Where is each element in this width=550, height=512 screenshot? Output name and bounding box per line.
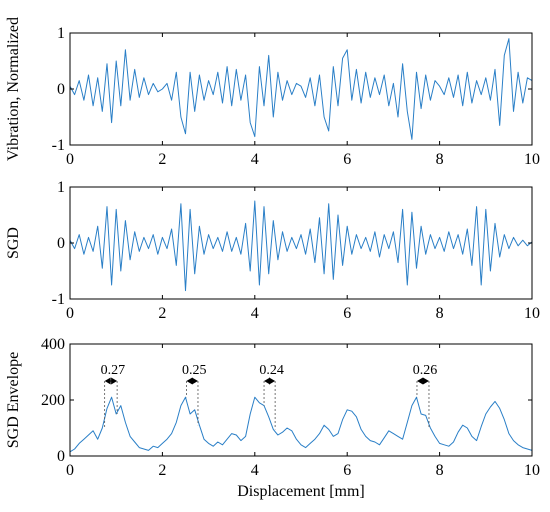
axes-frame bbox=[69, 32, 533, 146]
y-axis-label: SGD bbox=[5, 227, 22, 259]
annotation-arrowhead bbox=[422, 377, 429, 385]
y-tick-label: 0 bbox=[57, 81, 65, 98]
x-tick-label: 2 bbox=[158, 151, 166, 168]
x-tick-label: 0 bbox=[66, 151, 74, 168]
x-tick-label: 2 bbox=[158, 305, 166, 322]
annotation-arrowhead bbox=[264, 377, 271, 385]
x-axis-label: Displacement [mm] bbox=[237, 483, 365, 500]
annotation-arrowhead bbox=[104, 377, 111, 385]
y-tick-label: 200 bbox=[41, 392, 65, 409]
x-tick-label: 4 bbox=[251, 305, 259, 322]
axes-frame bbox=[69, 343, 533, 457]
x-tick-label: 10 bbox=[524, 151, 540, 168]
annotation-arrowhead bbox=[111, 377, 118, 385]
y-axis-label: SGD Envelope bbox=[5, 352, 22, 448]
y-tick-label: -1 bbox=[52, 291, 65, 308]
x-tick-label: 6 bbox=[343, 151, 351, 168]
series-line bbox=[69, 38, 533, 140]
y-tick-label: 1 bbox=[57, 179, 65, 196]
x-tick-label: 6 bbox=[343, 305, 351, 322]
annotation-arrowhead bbox=[191, 377, 198, 385]
x-tick-label: 4 bbox=[251, 462, 259, 479]
panel-sgd-envelope: 0 2 4 6 8 10 0 200 400 SGD Envelope Displacement [… bbox=[5, 336, 540, 500]
annotation-arrowhead bbox=[416, 377, 423, 385]
x-tick-label: 10 bbox=[524, 462, 540, 479]
y-axis-label: Vibration, Normalized bbox=[5, 17, 22, 161]
annotation-arrowhead bbox=[186, 377, 193, 385]
x-tick-label: 0 bbox=[66, 305, 74, 322]
x-tick-label: 0 bbox=[66, 462, 74, 479]
x-tick-label: 6 bbox=[343, 462, 351, 479]
annotation-label: 0.27 bbox=[101, 363, 126, 378]
series-line bbox=[69, 200, 533, 292]
x-tick-label: 8 bbox=[436, 151, 444, 168]
y-tick-label: 1 bbox=[57, 25, 65, 42]
x-tick-label: 10 bbox=[524, 305, 540, 322]
y-tick-label: -1 bbox=[52, 137, 65, 154]
annotation-label: 0.25 bbox=[182, 363, 207, 378]
annotation-label: 0.24 bbox=[259, 363, 284, 378]
x-tick-label: 8 bbox=[436, 462, 444, 479]
y-tick-label: 0 bbox=[57, 235, 65, 252]
x-tick-label: 4 bbox=[251, 151, 259, 168]
y-tick-label: 400 bbox=[41, 336, 65, 353]
axes-frame bbox=[69, 186, 533, 300]
series-line bbox=[69, 396, 533, 453]
annotation-label: 0.26 bbox=[413, 363, 438, 378]
y-tick-label: 0 bbox=[57, 448, 65, 465]
x-tick-label: 2 bbox=[158, 462, 166, 479]
annotation-arrowhead bbox=[269, 377, 276, 385]
x-tick-label: 8 bbox=[436, 305, 444, 322]
